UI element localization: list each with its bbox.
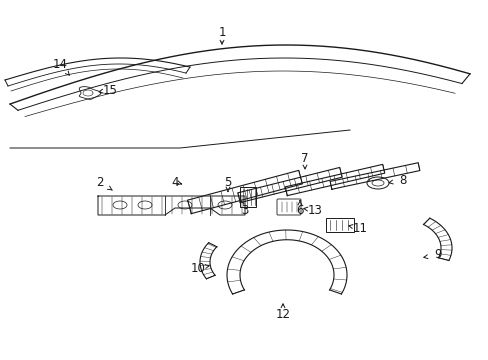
Text: 9: 9 xyxy=(423,248,441,261)
Text: 6: 6 xyxy=(296,201,303,216)
Text: 11: 11 xyxy=(348,221,367,234)
Text: 10: 10 xyxy=(190,261,209,274)
Bar xyxy=(240,187,256,207)
FancyBboxPatch shape xyxy=(276,199,301,215)
Text: 7: 7 xyxy=(301,152,308,169)
Bar xyxy=(325,218,353,232)
Ellipse shape xyxy=(178,201,192,209)
Text: 13: 13 xyxy=(303,203,322,216)
Text: 3: 3 xyxy=(240,201,248,216)
Text: 5: 5 xyxy=(224,175,231,192)
Ellipse shape xyxy=(113,201,127,209)
Ellipse shape xyxy=(218,201,231,209)
Ellipse shape xyxy=(366,177,388,189)
Text: 1: 1 xyxy=(218,26,225,44)
Text: 2: 2 xyxy=(96,175,112,190)
Text: 12: 12 xyxy=(275,304,290,321)
Text: 4: 4 xyxy=(171,175,182,189)
Text: 15: 15 xyxy=(99,84,117,96)
Text: 14: 14 xyxy=(52,58,69,75)
Ellipse shape xyxy=(138,201,152,209)
Text: 8: 8 xyxy=(388,174,406,186)
Ellipse shape xyxy=(371,180,383,186)
